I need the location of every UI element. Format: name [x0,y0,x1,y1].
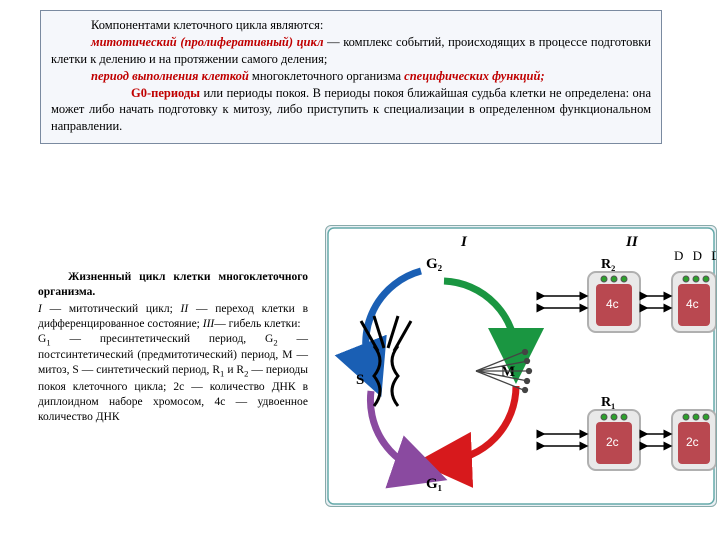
label-R1: R₁ [601,395,615,410]
diagram-inner-frame [328,228,714,504]
label-2c-r1: 2c [606,435,619,449]
period-term: период выполнения клеткой [91,69,249,83]
label-G2: G₂ [426,256,443,272]
label-D-top: D D D [674,248,716,263]
cap-b: — митотический цикл; [42,303,181,315]
label-4c-r2: 4c [606,297,619,311]
top-line-4: G0-периоды или периоды покоя. В периоды … [51,85,651,136]
top-line-2: митотический (пролиферативный) цикл — ко… [51,34,651,68]
g0-term: G0-периоды [131,86,200,100]
caption-body: I — митотический цикл; II — переход клет… [38,302,308,425]
cap-f: — гибель клетки: [214,318,300,330]
top-line-3: период выполнения клеткой многоклеточног… [51,68,651,85]
label-G1: G₁ [426,476,442,492]
label-R2: R₂ [601,257,615,272]
caption-title: Жизненный цикл клетки многоклеточного ор… [38,270,308,300]
diagram-svg: I II G₂ G₁ S M [326,226,716,506]
label-II: II [625,234,639,250]
cell-cycle-diagram: I II G₂ G₁ S M [325,225,717,507]
cap-j: и R [224,364,244,376]
label-I: I [460,234,468,250]
figure-caption: Жизненный цикл клетки многоклеточного ор… [38,270,308,425]
top-line-1: Компонентами клеточного цикла являются: [51,17,651,34]
label-2c-d: 2c [686,435,699,449]
period-term-2: специфических функций; [404,69,544,83]
d-group-top: D D D 4c [672,248,716,332]
label-S: S [356,372,364,388]
period-desc-1: многоклеточного организ­ма [249,69,404,83]
mitotic-term: митотический (пролиферативный) цикл [91,35,324,49]
label-4c-d: 4c [686,297,699,311]
d-group-bottom: 2c [672,410,716,470]
top-text-box: Компонентами клеточного цикла являются: … [40,10,662,144]
cap-III: III [203,318,215,330]
cap-h: — пресинтетический период, G [51,333,274,345]
